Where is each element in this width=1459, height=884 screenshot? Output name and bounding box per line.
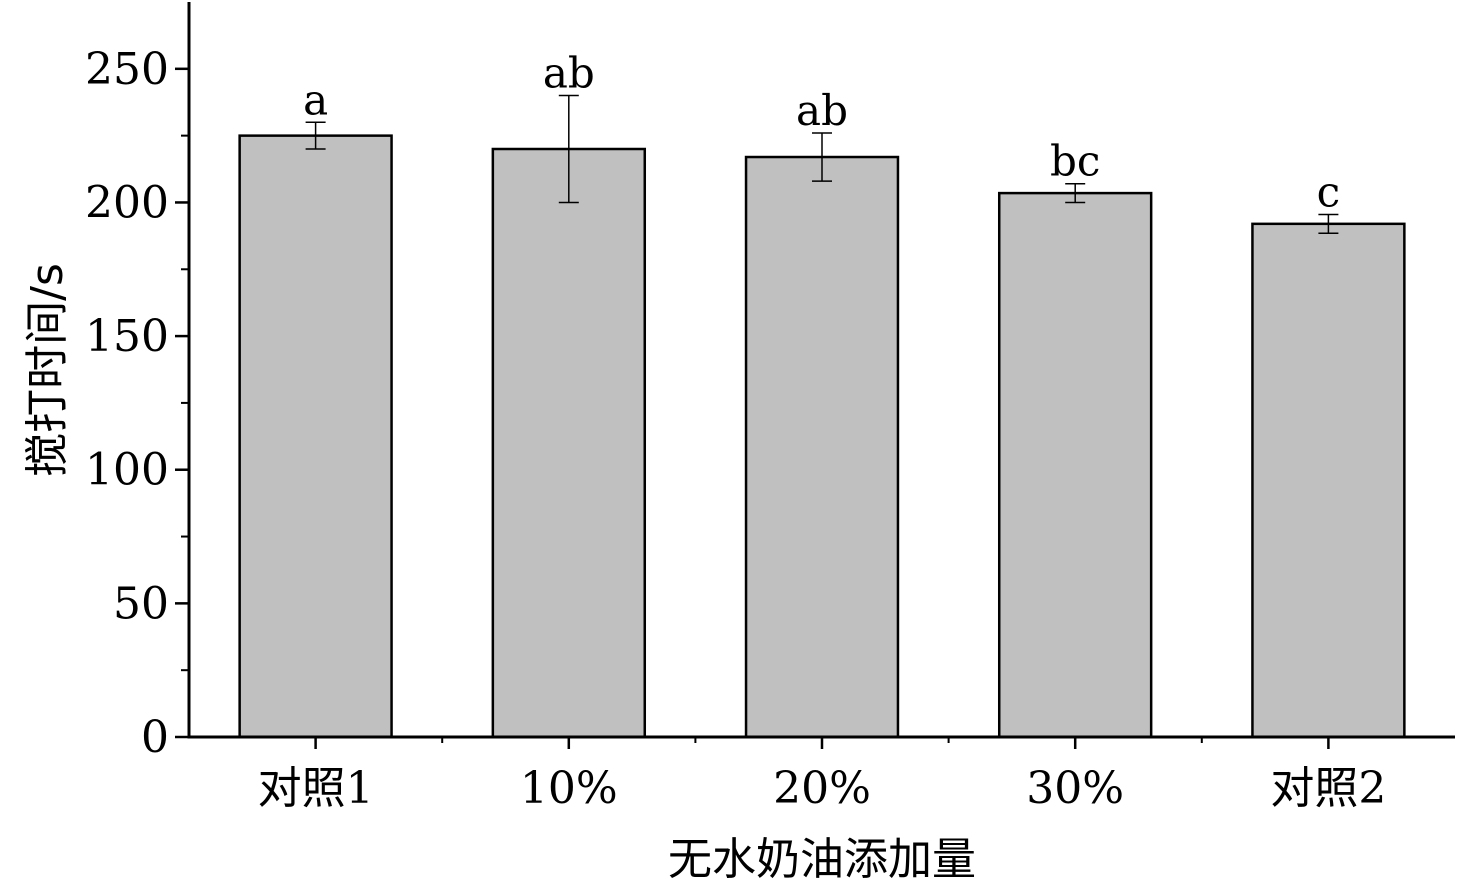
y-tick-label-1: 50 — [113, 578, 169, 629]
bar-2 — [744, 155, 900, 739]
bars-layer — [238, 94, 1406, 739]
significance-label-0: a — [303, 75, 328, 124]
y-axis-title: 搅打时间/s — [22, 263, 73, 477]
y-tick-label-5: 250 — [85, 44, 169, 95]
significance-label-2: ab — [796, 86, 848, 135]
x-tick-label-3: 30% — [1026, 763, 1124, 814]
y-tick-label-2: 100 — [85, 445, 169, 496]
bar-0 — [238, 134, 393, 739]
significance-label-1: ab — [543, 49, 595, 98]
bar-4 — [1251, 222, 1406, 739]
y-tick-label-0: 0 — [141, 712, 169, 763]
x-axis-title: 无水奶油添加量 — [668, 834, 976, 884]
x-tick-label-1: 10% — [520, 763, 618, 814]
bar-1 — [491, 147, 647, 739]
significance-label-4: c — [1317, 167, 1341, 216]
significance-label-3: bc — [1050, 137, 1100, 186]
x-tick-label-0: 对照1 — [258, 763, 374, 814]
labels-layer: a 对照1 ab 10% ab 20% bc 30% c 对照2 0 50 100 150 200 250 — [85, 44, 1386, 814]
x-tick-label-4: 对照2 — [1270, 763, 1386, 814]
x-tick-label-2: 20% — [773, 763, 871, 814]
axes-layer — [175, 2, 1455, 749]
y-tick-label-3: 150 — [85, 311, 169, 362]
y-tick-label-4: 200 — [85, 177, 169, 228]
bar-3 — [997, 191, 1153, 739]
